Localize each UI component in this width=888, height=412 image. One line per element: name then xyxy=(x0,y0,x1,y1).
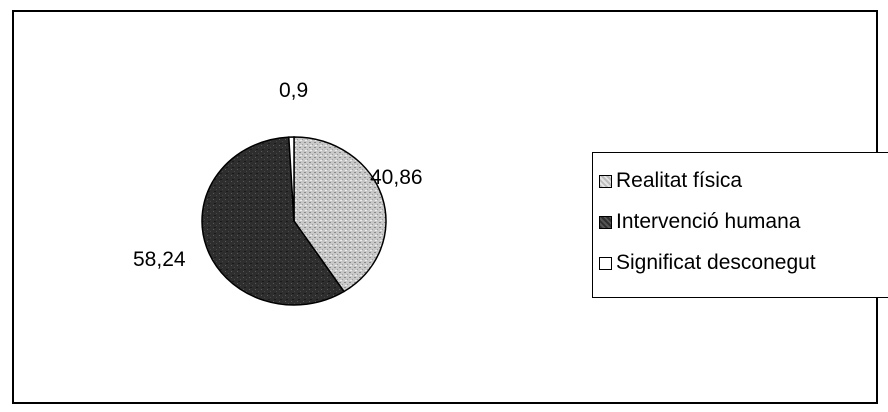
legend-swatch-significat-desconegut xyxy=(599,256,612,270)
legend-label-realitat-fisica: Realitat física xyxy=(616,169,743,192)
data-label-realitat-fisica: 40,86 xyxy=(370,166,423,189)
data-label-intervencio-humana: 58,24 xyxy=(133,248,186,271)
legend-swatch-intervencio-humana xyxy=(599,215,612,229)
legend-item-intervencio-humana: Intervenció humana xyxy=(599,207,800,237)
pie-slice-intervencio-humana xyxy=(201,136,346,306)
legend-swatch-realitat-fisica xyxy=(599,174,612,188)
legend: Realitat física Intervenció humana Signifi… xyxy=(592,152,888,298)
pie-slice-significat-desconegut xyxy=(288,136,295,222)
pie-chart: 40,86 58,24 0,9 xyxy=(133,79,423,306)
legend-item-significat-desconegut: Significat desconegut xyxy=(599,248,816,278)
legend-label-significat-desconegut: Significat desconegut xyxy=(616,251,816,274)
chart-frame: 40,86 58,24 0,9 Realitat física Intervenció… xyxy=(12,10,888,404)
data-label-significat-desconegut: 0,9 xyxy=(279,79,308,102)
legend-label-intervencio-humana: Intervenció humana xyxy=(616,210,801,233)
legend-item-realitat-fisica: Realitat física xyxy=(599,166,742,196)
